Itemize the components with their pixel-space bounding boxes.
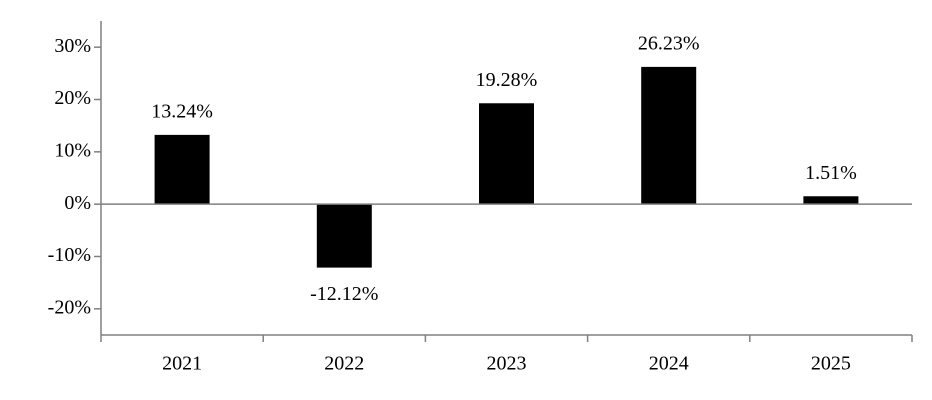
x-tick-label: 2025 xyxy=(811,353,851,375)
bar xyxy=(316,204,372,268)
y-tick-label: 0% xyxy=(64,192,91,214)
x-tick-label: 2021 xyxy=(162,353,202,375)
y-tick-label: -10% xyxy=(48,244,91,266)
bar xyxy=(803,196,859,205)
value-label: 26.23% xyxy=(638,32,700,54)
x-tick-label: 2022 xyxy=(324,353,364,375)
y-tick-label: 10% xyxy=(54,139,91,161)
bar xyxy=(641,66,697,205)
value-label: 19.28% xyxy=(476,69,538,91)
bar xyxy=(154,134,210,205)
x-tick-label: 2024 xyxy=(649,353,689,375)
x-tick-label: 2023 xyxy=(487,353,527,375)
y-tick-label: 20% xyxy=(54,87,91,109)
value-label: 1.51% xyxy=(805,162,857,184)
value-label: 13.24% xyxy=(151,100,213,122)
y-tick-label: -20% xyxy=(48,296,91,318)
y-tick-label: 30% xyxy=(54,35,91,57)
value-label: -12.12% xyxy=(310,283,378,305)
bar xyxy=(479,103,534,205)
